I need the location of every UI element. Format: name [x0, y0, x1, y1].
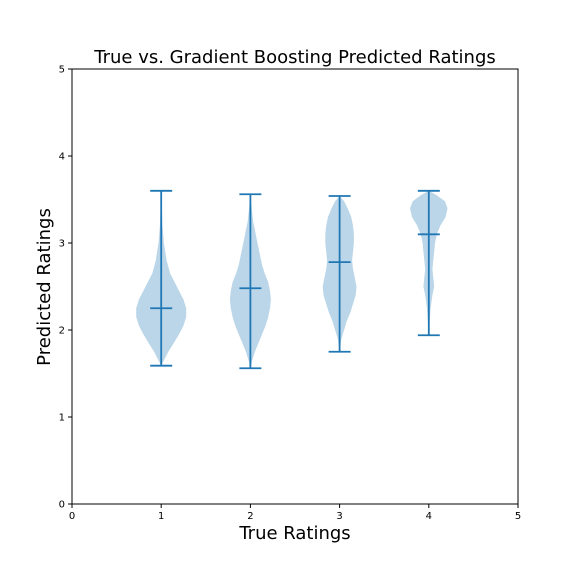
y-tick-label: 2 — [59, 326, 65, 337]
y-axis: 0 1 2 3 4 5 — [59, 65, 72, 511]
y-tick-label: 1 — [59, 413, 65, 424]
y-tick-label: 3 — [59, 239, 65, 250]
violin-series — [136, 191, 447, 368]
x-tick-label: 2 — [247, 511, 253, 522]
y-tick-label: 4 — [59, 152, 65, 163]
x-axis-label: True Ratings — [238, 523, 350, 544]
x-tick-label: 0 — [69, 511, 75, 522]
y-tick-label: 0 — [59, 500, 65, 511]
x-axis: 0 1 2 3 4 5 — [69, 504, 521, 522]
y-tick-label: 5 — [59, 65, 65, 76]
x-tick-label: 3 — [336, 511, 342, 522]
violin-3 — [323, 196, 357, 352]
x-tick-label: 4 — [426, 511, 432, 522]
y-axis-label: Predicted Ratings — [34, 208, 55, 366]
violin-4 — [410, 191, 447, 335]
plot-frame — [72, 69, 518, 504]
chart-title: True vs. Gradient Boosting Predicted Rat… — [93, 47, 496, 68]
x-tick-label: 1 — [158, 511, 164, 522]
violin-2 — [230, 194, 271, 368]
x-tick-label: 5 — [515, 511, 521, 522]
violin-1 — [136, 191, 186, 366]
